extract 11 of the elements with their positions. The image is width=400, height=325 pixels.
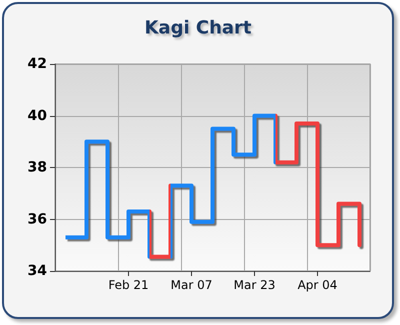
y-tick-label: 40 bbox=[28, 108, 48, 124]
x-tick-label: Apr 04 bbox=[298, 278, 338, 292]
x-tick-label: Mar 23 bbox=[234, 278, 276, 292]
y-tick-label: 38 bbox=[28, 160, 47, 176]
chart-title: Kagi Chart bbox=[144, 18, 252, 38]
chart-frame: 34 36 38 40 42 Feb 21 Mar 07 Mar 23 Apr 04 Kagi Chart bbox=[2, 2, 394, 319]
x-tick-label: Feb 21 bbox=[108, 278, 149, 292]
y-tick-label: 42 bbox=[28, 56, 47, 72]
y-tick-label: 36 bbox=[28, 211, 47, 228]
y-tick-label: 34 bbox=[28, 263, 48, 279]
x-tick-label: Mar 07 bbox=[170, 278, 212, 292]
